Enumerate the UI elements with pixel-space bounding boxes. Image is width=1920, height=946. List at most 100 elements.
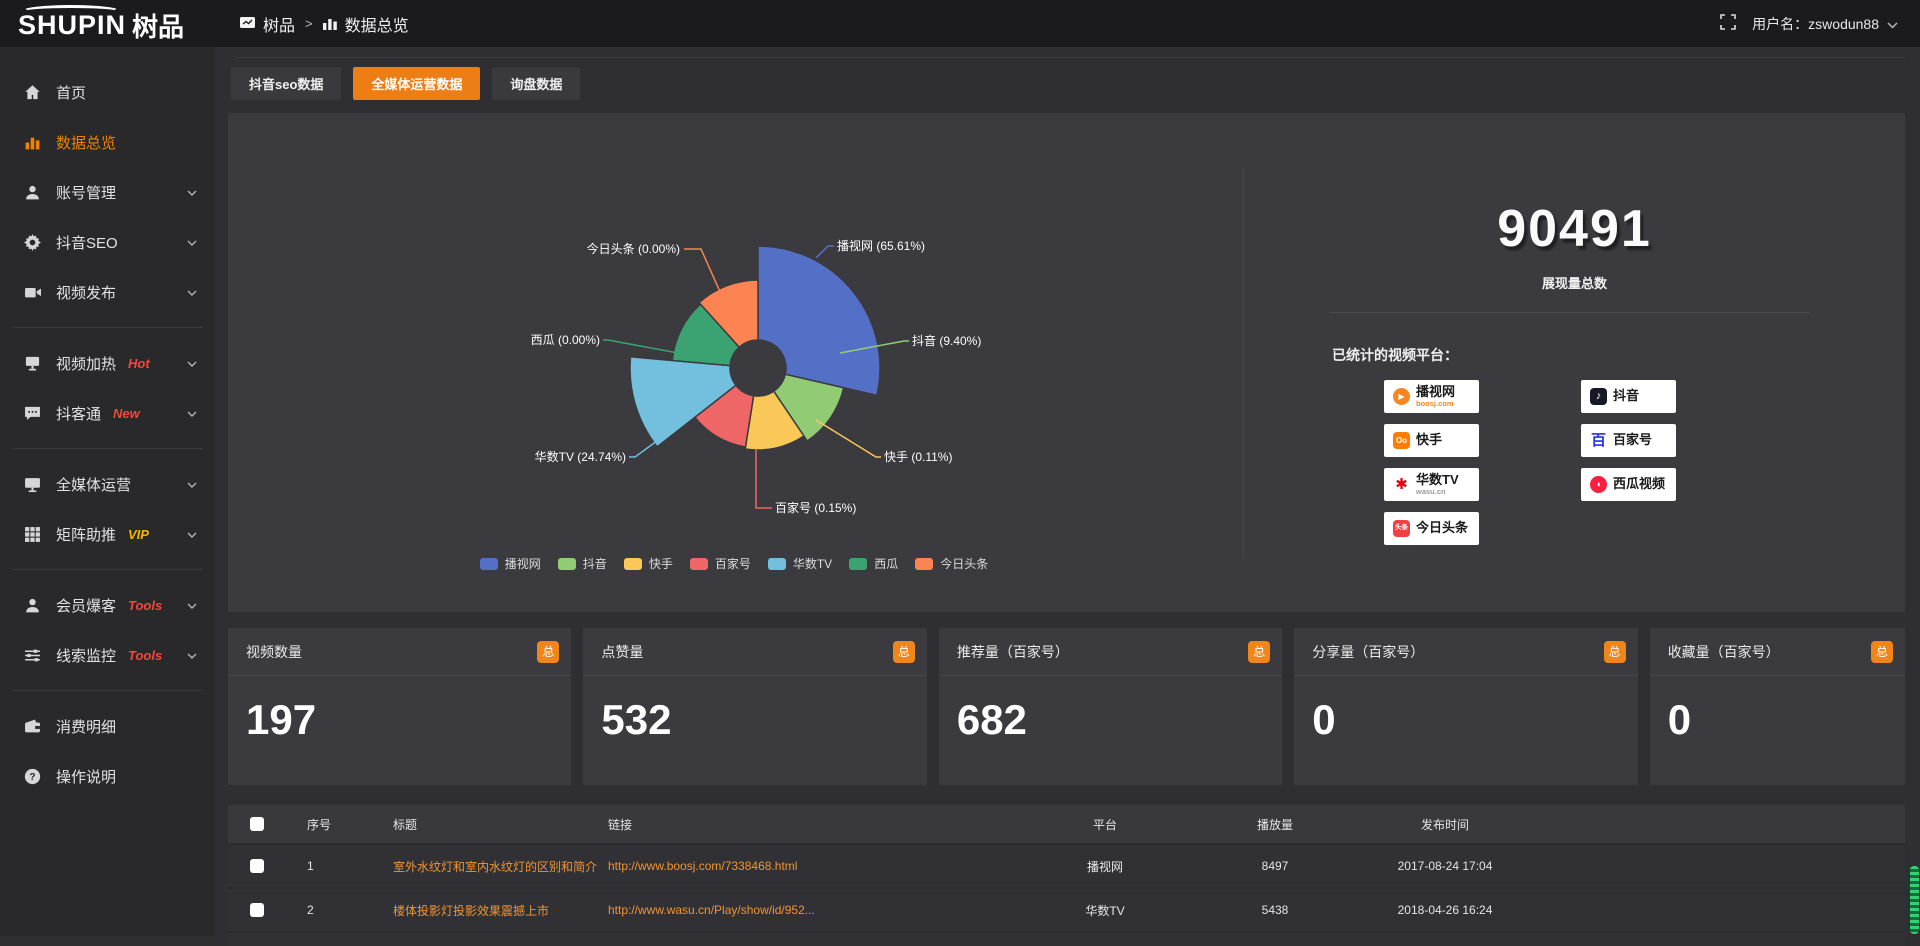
chevron-down-icon bbox=[187, 525, 197, 543]
platform-badge-百家号[interactable]: 百百家号 bbox=[1581, 424, 1676, 457]
impressions-total-value: 90491 bbox=[1244, 199, 1905, 259]
platforms-title: 已统计的视频平台： bbox=[1332, 345, 1458, 365]
col-header-plays: 播放量 bbox=[1190, 816, 1360, 833]
table-header-row: 序号标题链接平台播放量发布时间 bbox=[228, 805, 1905, 845]
logo-text-cn: 树品 bbox=[132, 7, 184, 44]
sidebar-item-user[interactable]: 账号管理 bbox=[0, 167, 215, 217]
row-checkbox[interactable] bbox=[250, 859, 264, 873]
sidebar-item-tag: New bbox=[113, 406, 140, 421]
breadcrumb-root[interactable]: 树品 bbox=[263, 12, 295, 36]
sidebar-item-chart[interactable]: 数据总览 bbox=[0, 117, 215, 167]
total-badge[interactable]: 总 bbox=[1871, 641, 1893, 663]
sidebar-item-label: 会员爆客 bbox=[56, 595, 116, 616]
legend-item-播视网[interactable]: 播视网 bbox=[480, 555, 541, 572]
platform-badge-今日头条[interactable]: 头条今日头条 bbox=[1384, 512, 1479, 545]
platform-badge-西瓜视频[interactable]: ◖西瓜视频 bbox=[1581, 468, 1676, 501]
legend-item-抖音[interactable]: 抖音 bbox=[558, 555, 607, 572]
stat-card-header: 点赞量总 bbox=[583, 628, 926, 676]
sidebar-item-help[interactable]: ?操作说明 bbox=[0, 751, 215, 801]
total-badge[interactable]: 总 bbox=[537, 641, 559, 663]
platform-name: 西瓜视频 bbox=[1613, 477, 1665, 491]
fullscreen-icon[interactable] bbox=[1720, 14, 1736, 33]
sidebar-item-gear[interactable]: 抖音SEO bbox=[0, 217, 215, 267]
chat-icon bbox=[24, 405, 41, 422]
video-url-link[interactable]: http://www.boosj.com/7338468.html bbox=[608, 859, 797, 873]
pie-label: 播视网 (65.61%) bbox=[837, 238, 925, 253]
page-scrollbar[interactable] bbox=[1908, 47, 1920, 936]
platform-badge-抖音[interactable]: ♪抖音 bbox=[1581, 380, 1676, 413]
username-label[interactable]: 用户名：zswodun88 bbox=[1752, 14, 1879, 34]
stat-card-4: 收藏量（百家号） 总 0 bbox=[1650, 628, 1905, 785]
select-all-checkbox[interactable] bbox=[250, 817, 264, 831]
row-checkbox[interactable] bbox=[250, 903, 264, 917]
pie-slice-播视网[interactable] bbox=[758, 246, 880, 395]
sidebar-item-home[interactable]: 首页 bbox=[0, 67, 215, 117]
col-header-date: 发布时间 bbox=[1360, 816, 1530, 833]
pie-label: 百家号 (0.15%) bbox=[775, 500, 856, 515]
legend-item-西瓜[interactable]: 西瓜 bbox=[849, 555, 898, 572]
pie-label-line bbox=[816, 246, 834, 258]
table-row-partial bbox=[228, 933, 1905, 946]
legend-item-快手[interactable]: 快手 bbox=[624, 555, 673, 572]
legend-label: 快手 bbox=[649, 555, 673, 572]
legend-label: 播视网 bbox=[505, 555, 541, 572]
platform-name: 快手 bbox=[1416, 433, 1442, 447]
main-content: 抖音seo数据全媒体运营数据询盘数据 播视网 (65.61%) 抖音 (9.40%… bbox=[215, 47, 1920, 936]
pie-label: 抖音 (9.40%) bbox=[912, 333, 981, 348]
stat-card-header: 视频数量总 bbox=[228, 628, 571, 676]
stat-card-value: 0 bbox=[1650, 676, 1905, 744]
platforms-column-2: ♪抖音百百家号 ◖西瓜视频 bbox=[1581, 380, 1676, 501]
legend-item-华数TV[interactable]: 华数TV bbox=[768, 555, 832, 572]
sidebar-divider bbox=[12, 690, 203, 691]
total-badge[interactable]: 总 bbox=[893, 641, 915, 663]
total-badge[interactable]: 总 bbox=[1604, 641, 1626, 663]
video-title-link[interactable]: 室外水纹灯和室内水纹灯的区别和简介 bbox=[393, 860, 597, 874]
col-header-title: 标题 bbox=[385, 816, 600, 833]
pie-label: 西瓜 (0.00%) bbox=[531, 333, 600, 347]
pie-label: 今日头条 (0.00%) bbox=[587, 241, 680, 256]
scrollbar-thumb[interactable] bbox=[1910, 866, 1919, 934]
sidebar-item-monitor[interactable]: 全媒体运营 bbox=[0, 459, 215, 509]
video-url-link[interactable]: http://www.wasu.cn/Play/show/id/952... bbox=[608, 903, 815, 917]
col-header-platform: 平台 bbox=[1020, 816, 1190, 833]
chevron-down-icon bbox=[187, 646, 197, 664]
svg-text:?: ? bbox=[29, 771, 35, 782]
stat-card-label: 收藏量（百家号） bbox=[1668, 642, 1780, 662]
sidebar-item-label: 抖音SEO bbox=[56, 232, 118, 253]
data-tabs: 抖音seo数据全媒体运营数据询盘数据 bbox=[231, 67, 580, 100]
chevron-down-icon[interactable] bbox=[1887, 16, 1898, 32]
stat-card-header: 推荐量（百家号）总 bbox=[939, 628, 1282, 676]
stat-card-value: 0 bbox=[1294, 676, 1637, 744]
video-title-link[interactable]: 楼体投影灯投影效果震撼上市 bbox=[393, 904, 549, 918]
sidebar-item-label: 账号管理 bbox=[56, 182, 116, 203]
header-divider bbox=[235, 57, 1905, 58]
legend-item-百家号[interactable]: 百家号 bbox=[690, 555, 751, 572]
sidebar-item-tag: Tools bbox=[128, 648, 162, 663]
sidebar-item-wallet[interactable]: 消费明细 bbox=[0, 701, 215, 751]
app-logo[interactable]: SHUPIN 树品 bbox=[18, 6, 184, 44]
chevron-down-icon bbox=[187, 404, 197, 422]
sidebar-item-video[interactable]: 视频发布 bbox=[0, 267, 215, 317]
legend-item-今日头条[interactable]: 今日头条 bbox=[915, 555, 988, 572]
platform-name: 华数TV bbox=[1416, 473, 1459, 487]
tab-0[interactable]: 抖音seo数据 bbox=[231, 67, 341, 100]
tab-2[interactable]: 询盘数据 bbox=[492, 67, 580, 100]
legend-swatch bbox=[690, 558, 708, 570]
stat-card-value: 682 bbox=[939, 676, 1282, 744]
tab-1[interactable]: 全媒体运营数据 bbox=[353, 67, 480, 100]
total-badge[interactable]: 总 bbox=[1248, 641, 1270, 663]
